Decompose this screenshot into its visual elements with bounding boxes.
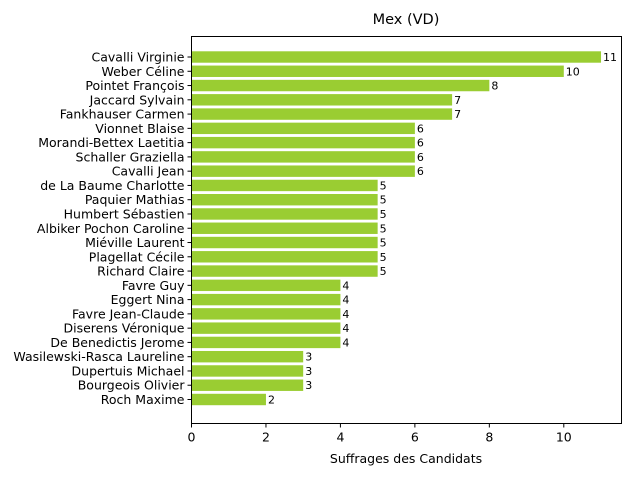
bar (192, 365, 304, 376)
category-label: Roch Maxime (101, 392, 185, 407)
bar (192, 394, 266, 405)
category-label: Richard Claire (97, 264, 185, 279)
bar (192, 66, 564, 77)
bar-value-label: 5 (380, 222, 387, 235)
bar (192, 265, 378, 276)
bar-value-label: 4 (342, 322, 349, 335)
bar-value-label: 3 (305, 379, 312, 392)
bar (192, 94, 453, 105)
category-label: Bourgeois Olivier (78, 378, 186, 393)
bar (192, 165, 415, 176)
bar-value-label: 7 (454, 108, 461, 121)
bar (192, 208, 378, 219)
category-label: Vionnet Blaise (95, 121, 185, 136)
bar-value-label: 3 (305, 351, 312, 364)
x-tick-label: 0 (188, 430, 196, 445)
bar (192, 351, 304, 362)
bar-value-label: 5 (380, 251, 387, 264)
bar-value-label: 5 (380, 179, 387, 192)
bar-value-label: 4 (342, 336, 349, 349)
category-label: Cavalli Jean (112, 164, 185, 179)
bar (192, 194, 378, 205)
category-label: Wasilewski-Rasca Laureline (13, 349, 184, 364)
chart-title: Mex (VD) (373, 12, 440, 28)
bar (192, 123, 415, 134)
category-label: Pointet François (85, 78, 184, 93)
bar-value-label: 6 (417, 122, 424, 135)
bar-value-label: 6 (417, 137, 424, 150)
bar-value-label: 7 (454, 94, 461, 107)
category-label: Fankhauser Carmen (60, 107, 185, 122)
category-label: Eggert Nina (111, 292, 185, 307)
bar (192, 223, 378, 234)
category-label: Miéville Laurent (85, 235, 184, 250)
bar-value-label: 5 (380, 194, 387, 207)
category-label: de La Baume Charlotte (40, 178, 185, 193)
bar-value-label: 3 (305, 365, 312, 378)
bar-value-label: 8 (491, 80, 498, 93)
bar-value-label: 5 (380, 265, 387, 278)
bar (192, 308, 341, 319)
bar (192, 280, 341, 291)
bar-value-label: 6 (417, 151, 424, 164)
category-label: Favre Jean-Claude (72, 306, 185, 321)
bar-value-label: 11 (603, 51, 617, 64)
bar (192, 380, 304, 391)
category-label: Albiker Pochon Caroline (37, 221, 185, 236)
bars-group (192, 51, 602, 405)
category-label: De Benedictis Jerome (50, 335, 184, 350)
x-axis-title: Suffrages des Candidats (330, 451, 482, 466)
bar (192, 337, 341, 348)
x-tick-label: 8 (485, 430, 493, 445)
bar (192, 251, 378, 262)
x-axis-ticks-group: 0 2 4 6 8 10 (188, 424, 572, 445)
category-label: Favre Guy (122, 278, 185, 293)
category-label: Weber Céline (101, 64, 184, 79)
x-tick-label: 2 (262, 430, 270, 445)
bar-value-label: 10 (566, 65, 580, 78)
category-label: Humbert Sébastien (64, 206, 185, 221)
category-label: Paquier Mathias (85, 192, 185, 207)
category-label: Cavalli Virginie (92, 50, 185, 65)
x-tick-label: 10 (556, 430, 572, 445)
bar (192, 151, 415, 162)
bar (192, 322, 341, 333)
category-label: Morandi-Bettex Laetitia (38, 135, 184, 150)
bar (192, 80, 490, 91)
category-label: Jaccard Sylvain (89, 92, 185, 107)
category-label: Schaller Graziella (76, 149, 185, 164)
category-label: Plagellat Cécile (89, 249, 185, 264)
bar (192, 137, 415, 148)
bar (192, 294, 341, 305)
bar-value-label: 2 (268, 394, 275, 407)
category-label: Dupertuis Michael (72, 363, 185, 378)
bar-value-label: 6 (417, 165, 424, 178)
bar-value-label: 4 (342, 279, 349, 292)
bar-value-label: 4 (342, 294, 349, 307)
bar-value-label: 5 (380, 237, 387, 250)
bar-value-label: 5 (380, 208, 387, 221)
bar (192, 51, 602, 62)
bar (192, 237, 378, 248)
bar-value-label: 4 (342, 308, 349, 321)
x-tick-label: 4 (336, 430, 344, 445)
x-tick-label: 6 (411, 430, 419, 445)
bar (192, 108, 453, 119)
category-label: Diserens Véronique (64, 321, 185, 336)
bar (192, 180, 378, 191)
